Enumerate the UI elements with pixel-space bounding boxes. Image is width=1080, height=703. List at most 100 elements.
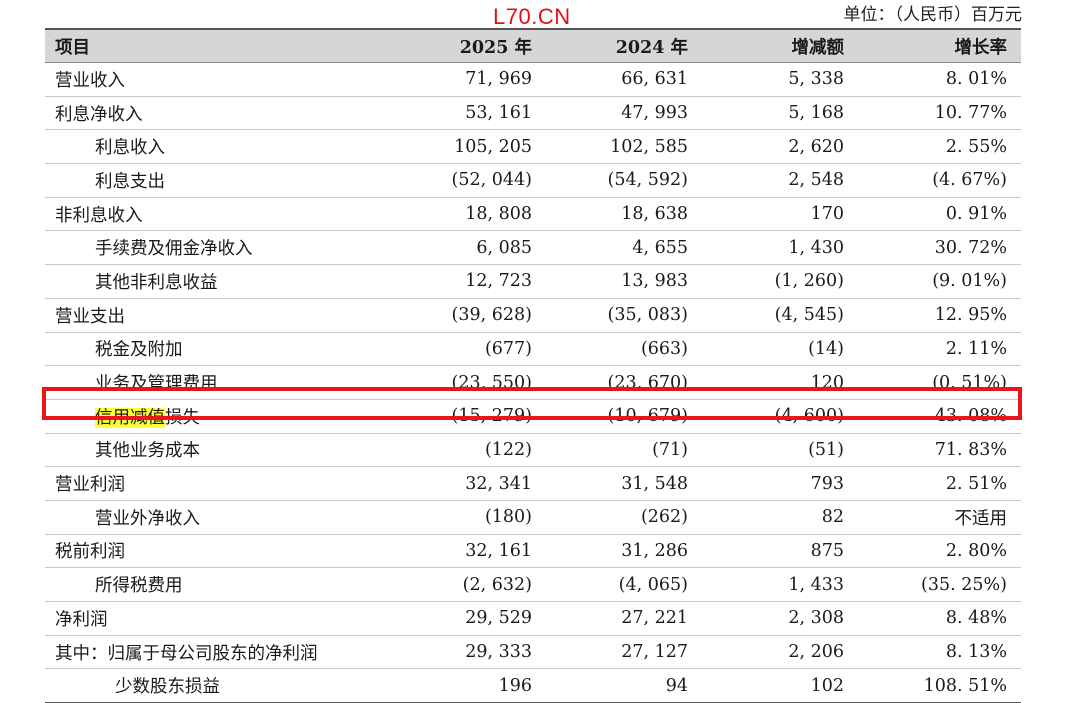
row-value: 793 [702,466,858,501]
row-value: 105, 205 [390,129,546,165]
row-value: 30. 72% [858,230,1021,266]
row-value: 8. 13% [858,635,1021,670]
table-row: 营业利润 32, 341 31, 548 793 2. 51% [45,466,1021,501]
table-row: 税金及附加 (677) (663) (14) 2. 11% [45,332,1021,367]
row-value: (2, 632) [390,567,546,602]
row-value: 102, 585 [546,129,702,165]
table-row: 所得税费用 (2, 632) (4, 065) 1, 433 (35. 25%) [45,567,1021,602]
row-value: (51) [702,433,858,468]
row-value: 5, 338 [702,62,858,97]
row-value: 2, 548 [702,163,858,198]
row-value: 不适用 [858,500,1021,535]
table-row: 利息收入 105, 205 102, 585 2, 620 2. 55% [45,129,1021,165]
table-row: 营业外净收入 (180) (262) 82 不适用 [45,500,1021,535]
row-label: 税金及附加 [45,332,390,367]
table-header-row: 项目 2025 年 2024 年 增减额 增长率 [45,28,1021,63]
row-value: 47, 993 [546,96,702,131]
row-value: 10. 77% [858,96,1021,131]
row-label: 利息净收入 [45,96,390,131]
row-value: 94 [546,668,702,703]
row-label-rest: 损失 [165,407,200,428]
row-value: (39, 628) [390,298,546,333]
row-label: 其他业务成本 [45,433,390,468]
row-label: 所得税费用 [45,567,390,602]
row-value: 170 [702,197,858,232]
table-row: 手续费及佣金净收入 6, 085 4, 655 1, 430 30. 72% [45,230,1021,266]
header-item: 项目 [45,28,390,63]
row-value: 1, 433 [702,567,858,602]
row-value: 102 [702,668,858,703]
row-value: 18, 808 [390,197,546,232]
row-value: (35, 083) [546,298,702,333]
row-value: (10, 679) [546,399,702,434]
row-value: (4. 67%) [858,163,1021,198]
row-value: (14) [702,332,858,367]
row-value: 27, 127 [546,635,702,670]
row-label: 其他非利息收益 [45,264,390,299]
row-value: 32, 161 [390,534,546,569]
income-statement-table: 项目 2025 年 2024 年 增减额 增长率 营业收入 71, 969 66, … [45,28,1021,703]
row-value: (23, 670) [546,365,702,400]
table-row: 营业支出 (39, 628) (35, 083) (4, 545) 12. 95% [45,298,1021,333]
row-value: (35. 25%) [858,567,1021,602]
table-row: 净利润 29, 529 27, 221 2, 308 8. 48% [45,601,1021,636]
row-value: 31, 286 [546,534,702,569]
row-value: (9. 01%) [858,264,1021,299]
row-value: 4, 655 [546,230,702,266]
row-value: 875 [702,534,858,569]
table-row: 其他业务成本 (122) (71) (51) 71. 83% [45,433,1021,468]
row-value: (180) [390,500,546,535]
row-label: 税前利润 [45,534,390,569]
row-label: 利息收入 [45,129,390,165]
row-label: 营业收入 [45,62,390,97]
table-row: 其他非利息收益 12, 723 13, 983 (1, 260) (9. 01%) [45,264,1021,299]
row-value: 71. 83% [858,433,1021,468]
row-value: (54, 592) [546,163,702,198]
row-value: (0. 51%) [858,365,1021,400]
row-value: 2. 51% [858,466,1021,501]
row-label: 净利润 [45,601,390,636]
row-value: 108. 51% [858,668,1021,703]
row-value: 2, 308 [702,601,858,636]
row-value: 43. 08% [858,399,1021,434]
row-value: 196 [390,668,546,703]
row-value: 8. 48% [858,601,1021,636]
row-value: (4, 600) [702,399,858,434]
row-value: 6, 085 [390,230,546,266]
row-value: 27, 221 [546,601,702,636]
table-row: 信用减值损失 (15, 279) (10, 679) (4, 600) 43. 08% [45,399,1021,434]
table-row: 利息支出 (52, 044) (54, 592) 2, 548 (4. 67%) [45,163,1021,198]
table-row: 税前利润 32, 161 31, 286 875 2. 80% [45,534,1021,569]
row-value: 2. 55% [858,129,1021,165]
header-change-amount: 增减额 [702,28,858,63]
row-value: (15, 279) [390,399,546,434]
row-value: 2, 620 [702,129,858,165]
row-label: 非利息收入 [45,197,390,232]
row-value: 82 [702,500,858,535]
table-row: 其中：归属于母公司股东的净利润 29, 333 27, 127 2, 206 8. 13… [45,635,1021,670]
row-value: (23, 550) [390,365,546,400]
row-label-highlight: 信用减值 [95,407,165,428]
row-value: (677) [390,332,546,367]
row-label: 利息支出 [45,163,390,198]
row-value: 66, 631 [546,62,702,97]
row-value: 13, 983 [546,264,702,299]
header-growth-rate: 增长率 [858,28,1021,63]
row-value: 18, 638 [546,197,702,232]
row-label: 少数股东损益 [45,668,390,703]
row-value: 12. 95% [858,298,1021,333]
row-value: 31, 548 [546,466,702,501]
row-value: 120 [702,365,858,400]
header-2024: 2024 年 [546,28,702,63]
row-label: 营业外净收入 [45,500,390,535]
row-label: 营业利润 [45,466,390,501]
row-value: 2, 206 [702,635,858,670]
table-row: 少数股东损益 196 94 102 108. 51% [45,668,1021,703]
row-value: 32, 341 [390,466,546,501]
row-value: 1, 430 [702,230,858,266]
row-value: (262) [546,500,702,535]
row-value: 71, 969 [390,62,546,97]
row-value: (4, 065) [546,567,702,602]
row-value: (663) [546,332,702,367]
table-row: 业务及管理费用 (23, 550) (23, 670) 120 (0. 51%) [45,365,1021,400]
